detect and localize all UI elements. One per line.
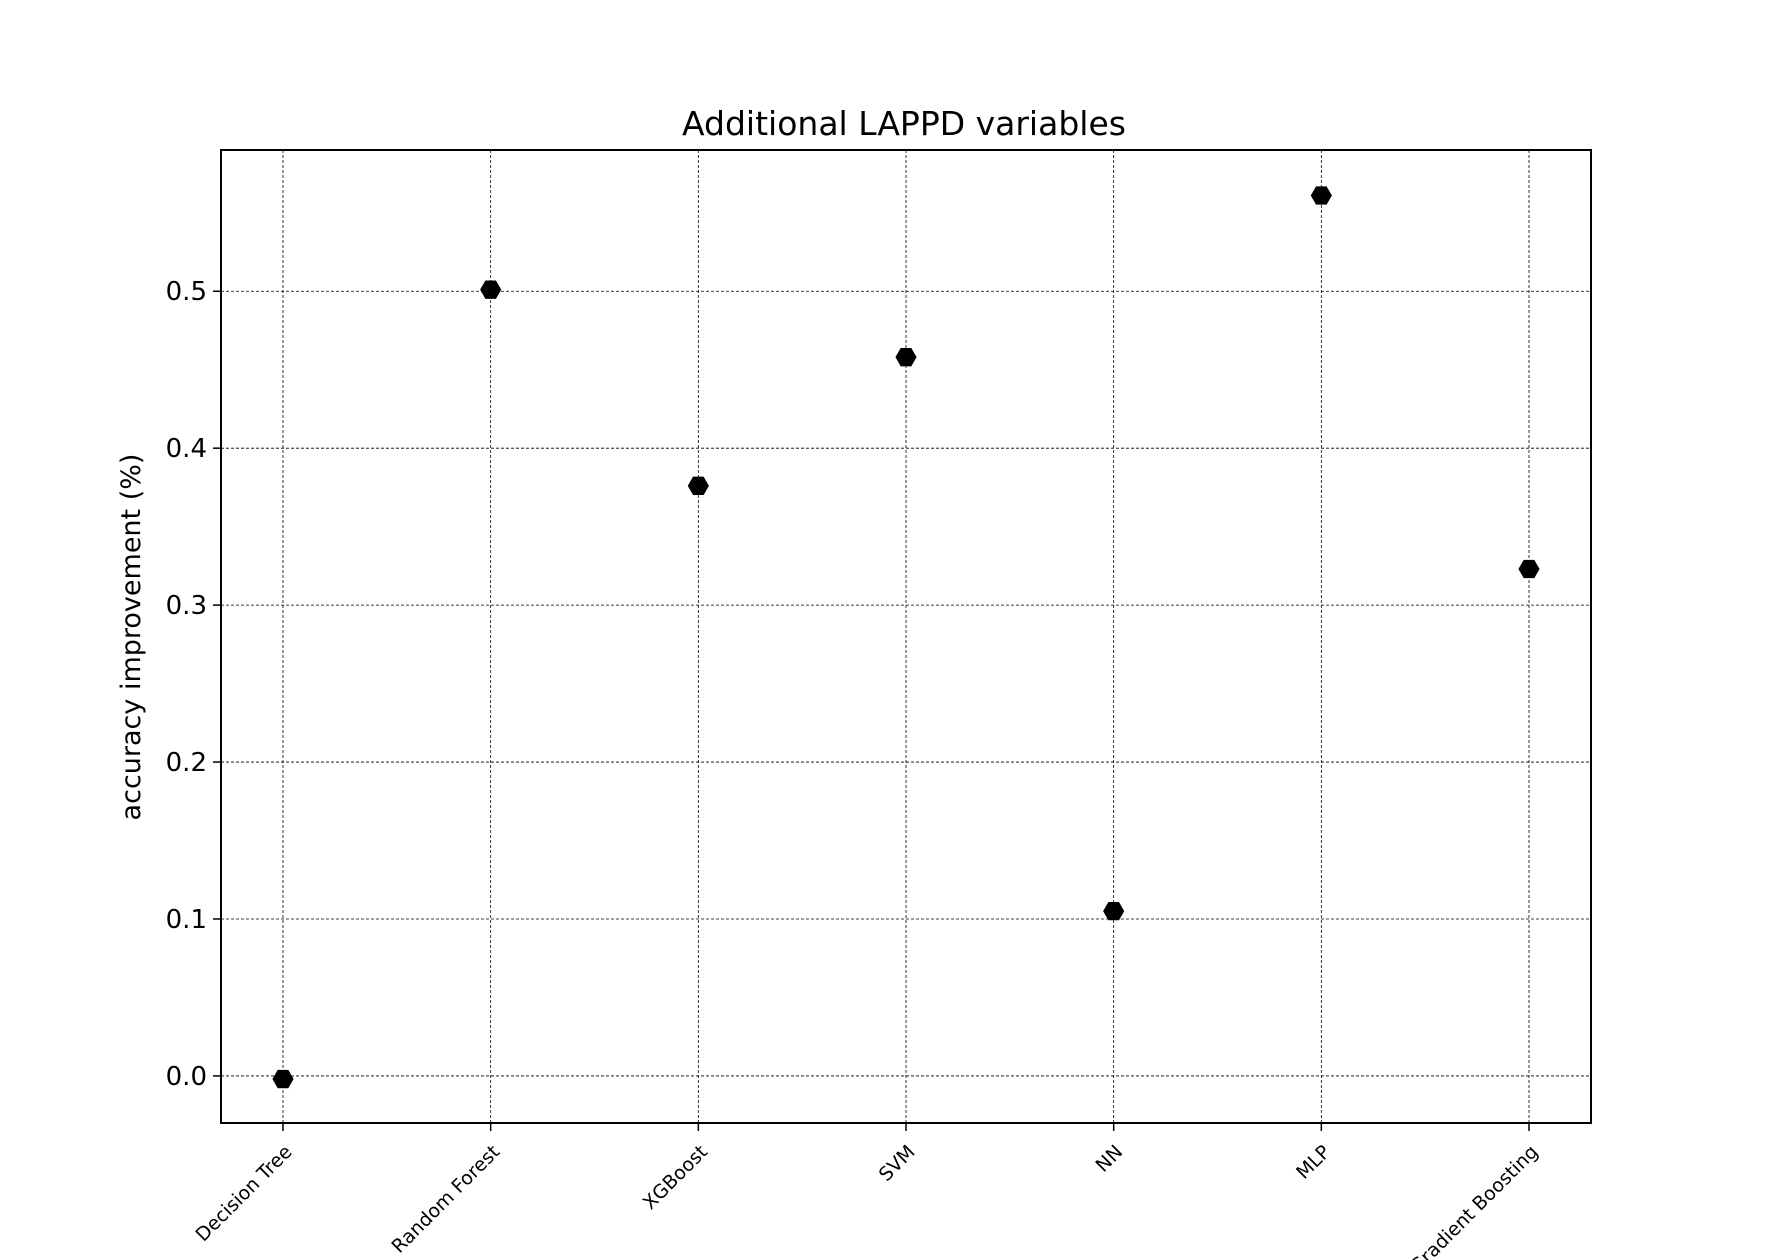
data-point: [687, 476, 709, 495]
data-point: [1103, 901, 1125, 921]
data-point: [480, 280, 502, 299]
y-tick-label: 0.2: [166, 748, 207, 778]
plot-frame: [220, 149, 1592, 1124]
data-point: [272, 1069, 294, 1089]
data-point: [1518, 559, 1540, 579]
y-tick-label: 0.4: [166, 434, 207, 464]
y-axis-label: accuracy improvement (%): [116, 454, 147, 821]
data-point: [1310, 186, 1332, 205]
y-tick-label: 0.1: [166, 905, 207, 935]
data-points: [272, 186, 1540, 1089]
chart-title: Additional LAPPD variables: [682, 104, 1126, 143]
data-point: [895, 347, 917, 367]
y-tick-label: 0.0: [166, 1062, 207, 1092]
y-tick-label: 0.3: [166, 591, 207, 621]
y-tick-label: 0.5: [166, 277, 207, 307]
gridlines: [221, 150, 1591, 1123]
